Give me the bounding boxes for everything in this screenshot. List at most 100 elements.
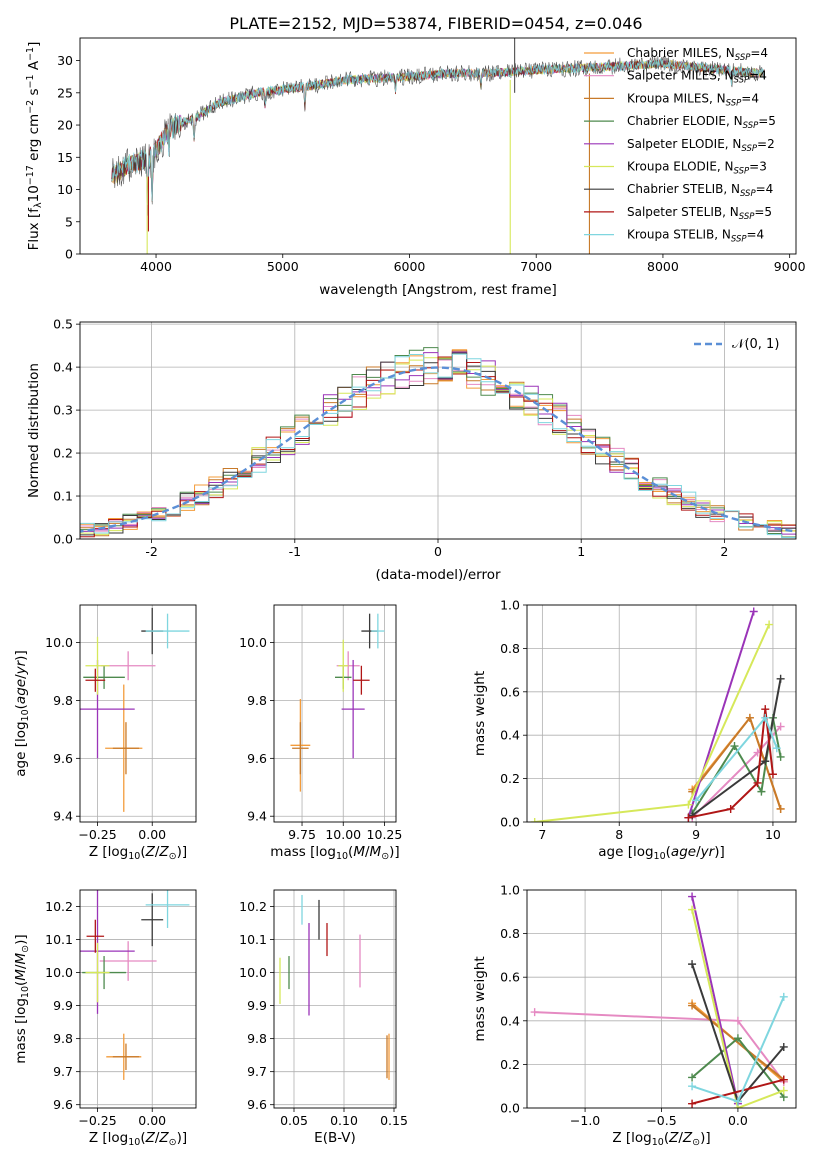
y-tick-label: 25 (57, 85, 73, 100)
y-axis-label-part: )] (13, 934, 29, 945)
y-tick-label: 0.0 (500, 1101, 520, 1116)
y-axis-label-part: ( (13, 704, 29, 709)
x-axis-label-part: ⊙ (169, 851, 177, 862)
x-axis-label: Z [log10(Z/Z⊙)] (89, 1130, 187, 1148)
y-tick-label: 0.3 (53, 403, 73, 418)
x-axis-label-part: Z (668, 1130, 679, 1146)
y-tick-label: 9.6 (247, 1097, 267, 1112)
x-tick-label: 4000 (140, 259, 172, 274)
residual-histogram-panel: -2 -1 0 1 2 0.0 0.1 0.2 0.3 0.4 0.5 𝒩(0, 1) (data-mo… (26, 317, 797, 583)
x-tick-label: −0.25 (78, 827, 116, 842)
y-axis-label: Flux [fλ10−17 erg cm−2 s−1 A−1] (25, 42, 44, 251)
y-axis-label: mass [log10(M/M⊙)] (13, 934, 31, 1063)
x-axis-label-part: Z (145, 1130, 156, 1146)
y-tick-label: 0.2 (500, 771, 520, 786)
y-axis-label: age [log10(age/yr)] (13, 650, 31, 776)
x-axis-label: mass [log10(M/M⊙)] (270, 844, 399, 862)
weight-marker (765, 620, 774, 629)
y-axis-label-part: M (13, 952, 29, 964)
legend-label-sub: SSP (734, 167, 750, 177)
y-axis-label-part: ( (13, 981, 29, 986)
axes-frame (79, 37, 797, 255)
weight-marker (733, 1034, 742, 1043)
legend-label: Chabrier MILES, NSSP=4 (627, 46, 768, 63)
y-axis-label-part: M (13, 969, 29, 981)
x-axis-label-part: ( (666, 844, 671, 860)
axes-frame (79, 321, 797, 540)
spectrum-line (111, 58, 765, 206)
x-axis-label-part: 10 (654, 851, 666, 862)
legend-label-tail: =4 (750, 46, 768, 60)
y-axis-label-part: −2 (25, 100, 36, 114)
weight-marker (688, 1099, 697, 1108)
x-tick-label: −0.5 (646, 1113, 676, 1128)
x-axis-label-part: Z [log (89, 1130, 128, 1146)
x-axis-label-part: / (155, 844, 160, 860)
legend-label-tail: =2 (757, 137, 775, 151)
legend-label-tail: =5 (754, 205, 772, 219)
legend-label-sub: SSP (743, 121, 759, 131)
y-tick-label: 10.0 (45, 965, 73, 980)
x-tick-label: 6000 (394, 259, 426, 274)
y-tick-label: 10.2 (45, 899, 73, 914)
x-axis-label-part: Z (158, 844, 169, 860)
x-axis-label-part: / (678, 1130, 683, 1146)
y-axis-label-part: s (26, 88, 42, 99)
weight-lines (530, 892, 788, 1108)
y-tick-label: 9.8 (247, 693, 267, 708)
legend-label-tail: =4 (747, 228, 765, 242)
y-axis-label-part: −1 (25, 74, 36, 88)
y-tick-label: 0.6 (500, 684, 520, 699)
weight-marker (749, 607, 758, 616)
y-axis-label-part: mass [log (13, 998, 29, 1064)
x-axis-label: E(B-V) (314, 1130, 356, 1146)
legend-label: Chabrier STELIB, NSSP=4 (627, 182, 773, 199)
normal-curve (80, 366, 796, 533)
errorbar-point (292, 722, 309, 775)
weight-marker (761, 713, 770, 722)
errorbar-group (80, 607, 190, 812)
errorbar-group (279, 894, 390, 1080)
x-axis-label-part: 10 (336, 851, 348, 862)
weight-series-line (534, 624, 771, 822)
x-tick-label: 0.00 (138, 1113, 166, 1128)
x-tick-label: 0.10 (330, 1113, 358, 1128)
x-axis-label-part: ( (664, 1130, 669, 1146)
axes-frame (526, 889, 797, 1109)
x-tick-label: -1 (289, 544, 301, 559)
errorbar-point (141, 893, 164, 947)
weight-marker (733, 1097, 742, 1106)
weight-marker (726, 804, 735, 813)
x-axis-label-part: )] (389, 844, 400, 860)
x-axis-label-part: )] (177, 844, 188, 860)
y-tick-label: 20 (57, 118, 73, 133)
y-tick-label: 10 (57, 182, 73, 197)
legend-label: Salpeter STELIB, NSSP=5 (627, 205, 772, 222)
y-tick-label: 9.9 (247, 998, 267, 1013)
figure-title: PLATE=2152, MJD=53874, FIBERID=0454, z=0… (229, 14, 642, 33)
legend-label-tail: =3 (749, 160, 767, 174)
x-tick-label: 9 (692, 827, 700, 842)
weight-marker (688, 960, 697, 969)
x-axis-label-part: )] (714, 844, 725, 860)
x-tick-label: 0 (434, 544, 442, 559)
x-axis-label-part: / (155, 1130, 160, 1146)
x-axis-label-part: ( (348, 844, 353, 860)
legend-label-main: Chabrier ELODIE, N (627, 114, 743, 128)
weight-marker (733, 1016, 742, 1025)
errorbar-point (86, 919, 105, 953)
histogram-series (80, 353, 796, 538)
errorbar-group (80, 890, 190, 1080)
legend-label: Kroupa STELIB, NSSP=4 (627, 228, 764, 245)
errorbar-point (83, 665, 125, 689)
y-tick-label: 10.0 (45, 635, 73, 650)
legend-label-main: Kroupa STELIB, N (627, 228, 731, 242)
legend-label-tail: =4 (749, 69, 767, 83)
weight-series-line (534, 1011, 785, 1083)
weight-marker (776, 752, 785, 761)
x-tick-label: −0.25 (78, 1113, 116, 1128)
legend-label-sub: SSP (731, 235, 747, 245)
y-axis-label-part: Flux [f (26, 207, 42, 251)
spectrum-panel: 4000 5000 6000 7000 8000 9000 0 5 10 15 20 25 30 wave… (25, 37, 806, 298)
